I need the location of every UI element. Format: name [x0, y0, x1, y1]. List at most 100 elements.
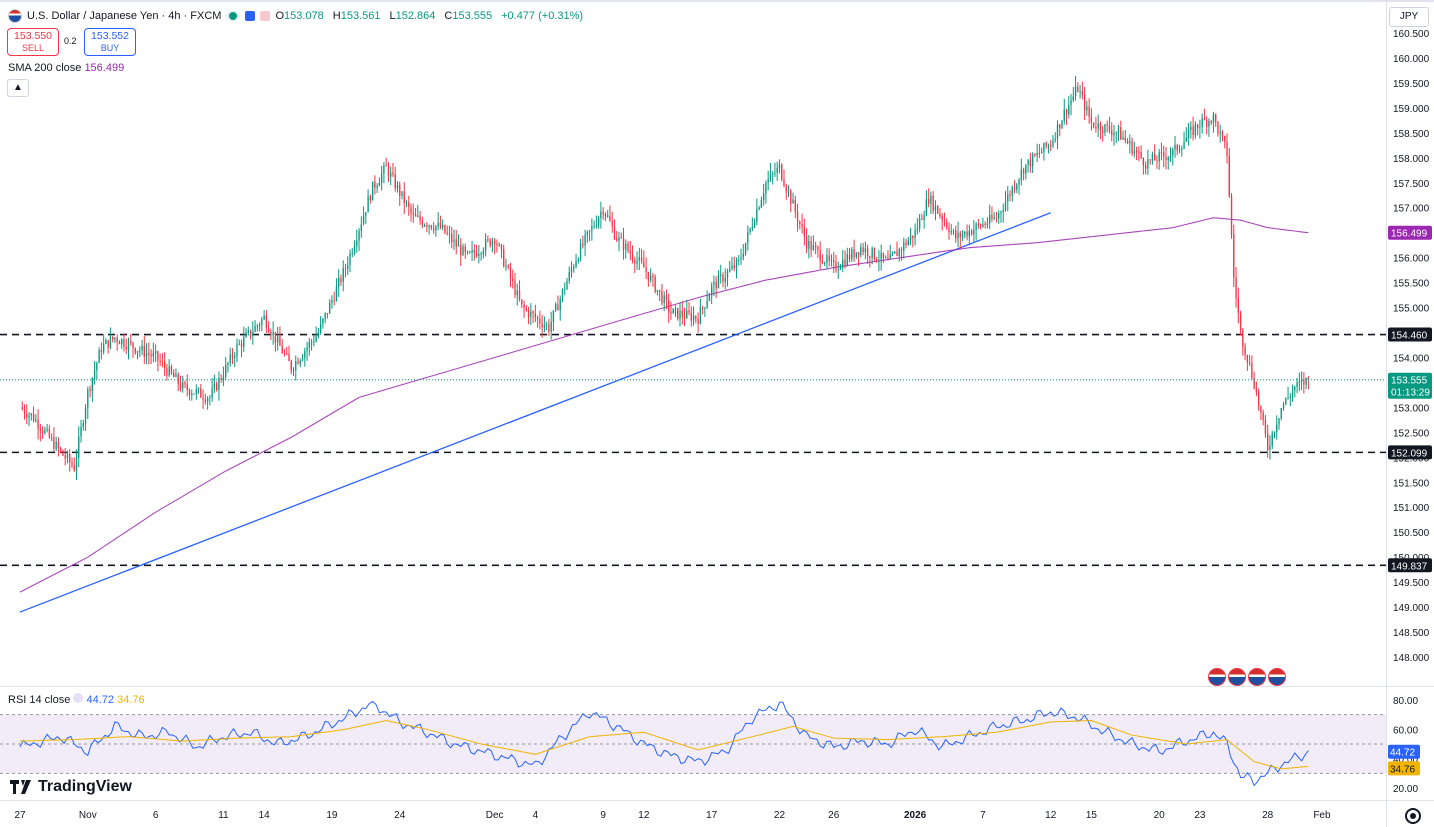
event-flag-icon[interactable]	[1268, 668, 1286, 686]
candle-body	[1190, 126, 1192, 131]
candle	[1018, 178, 1020, 195]
candle	[365, 212, 367, 224]
price-tick-label: 157.000	[1393, 204, 1430, 215]
candle-body	[1289, 396, 1291, 398]
sma-legend[interactable]: SMA 200 close 156.499	[8, 62, 124, 74]
candle	[993, 212, 995, 221]
alert-icon[interactable]	[260, 11, 271, 21]
candle-body	[1083, 94, 1086, 111]
event-flag-icon[interactable]	[1228, 668, 1246, 686]
candle	[713, 275, 715, 296]
candle-body	[964, 231, 966, 235]
sell-button[interactable]: 153.550 SELL	[7, 28, 59, 56]
candle	[408, 195, 410, 216]
candle	[496, 239, 498, 253]
symbol-title[interactable]: U.S. Dollar / Japanese Yen · 4h · FXCM	[27, 10, 222, 22]
candle	[1215, 113, 1217, 127]
candle-body	[1000, 212, 1002, 214]
candle	[247, 326, 249, 336]
candle-body	[464, 246, 466, 252]
candle-body	[1230, 195, 1233, 235]
candle-body	[658, 289, 661, 292]
candle	[891, 251, 894, 257]
candle	[344, 263, 347, 278]
symbol-legend[interactable]: U.S. Dollar / Japanese Yen · 4h · FXCM O…	[8, 9, 583, 23]
rsi-settings-icon[interactable]	[73, 693, 84, 703]
candle-body	[564, 289, 566, 291]
candle-body	[927, 199, 930, 204]
candle	[1280, 407, 1282, 421]
candle-body	[783, 179, 785, 186]
candle-body	[328, 302, 331, 314]
candle-body	[966, 231, 968, 237]
flag-marker-icon[interactable]	[245, 11, 256, 21]
collapse-legend-button[interactable]: ▲	[7, 79, 29, 97]
candle	[512, 269, 514, 289]
candle	[946, 218, 948, 230]
candle-body	[191, 393, 193, 396]
rsi-label: RSI 14 close	[8, 694, 71, 706]
market-status-pill[interactable]	[226, 11, 241, 21]
candle-body	[84, 408, 87, 424]
candle	[102, 334, 105, 355]
event-flag-icon[interactable]	[1208, 668, 1226, 686]
currency-selector[interactable]: JPY	[1389, 7, 1429, 27]
candle-body	[437, 222, 439, 226]
candle-body	[1131, 141, 1133, 154]
candle-body	[1104, 124, 1106, 133]
candle	[62, 449, 64, 456]
candle-body	[448, 233, 451, 235]
candle-body	[173, 372, 175, 378]
rsi-tick-label: 80.00	[1393, 696, 1418, 707]
candle-body	[634, 259, 636, 264]
candle-body	[805, 236, 808, 249]
candle-body	[998, 213, 1000, 219]
candle	[371, 181, 374, 201]
event-flag-icon[interactable]	[1248, 668, 1266, 686]
candle	[304, 347, 306, 367]
candle-body	[1181, 148, 1183, 150]
candle-body	[408, 201, 410, 207]
rsi-legend[interactable]: RSI 14 close 44.72 34.76	[8, 693, 145, 706]
candle-body	[482, 250, 485, 254]
candle	[202, 389, 204, 409]
candle-body	[810, 241, 812, 250]
candle-body	[1144, 165, 1147, 169]
candle	[1248, 354, 1251, 366]
candle	[166, 364, 168, 381]
candle	[403, 182, 405, 215]
candle	[1255, 381, 1258, 397]
candle	[636, 251, 638, 270]
candle-body	[1147, 159, 1149, 169]
candle	[1174, 135, 1176, 158]
candle	[801, 213, 803, 234]
gear-icon[interactable]	[1405, 808, 1421, 824]
buy-button[interactable]: 153.552 BUY	[84, 28, 136, 56]
candle-body	[317, 332, 320, 336]
candle	[1267, 424, 1269, 458]
candle	[1219, 124, 1221, 143]
candle-body	[1108, 125, 1111, 131]
candle	[914, 223, 916, 246]
economic-events[interactable]	[1208, 668, 1286, 686]
candle-body	[1065, 109, 1068, 115]
candle	[1095, 117, 1097, 133]
candle-body	[310, 341, 313, 343]
candle-body	[453, 239, 455, 242]
candle-body	[182, 382, 184, 389]
candle	[473, 244, 476, 261]
candle	[663, 291, 665, 312]
candle-body	[247, 330, 249, 333]
candle-body	[229, 354, 231, 364]
candle	[114, 336, 116, 344]
tradingview-logo[interactable]: TradingView	[10, 778, 132, 796]
candle	[75, 449, 78, 481]
candle	[699, 298, 702, 325]
candle	[28, 412, 30, 427]
candle-body	[245, 332, 247, 337]
candle-body	[885, 257, 887, 259]
candle-body	[979, 224, 982, 227]
candle	[64, 447, 66, 466]
candle-body	[914, 230, 916, 239]
